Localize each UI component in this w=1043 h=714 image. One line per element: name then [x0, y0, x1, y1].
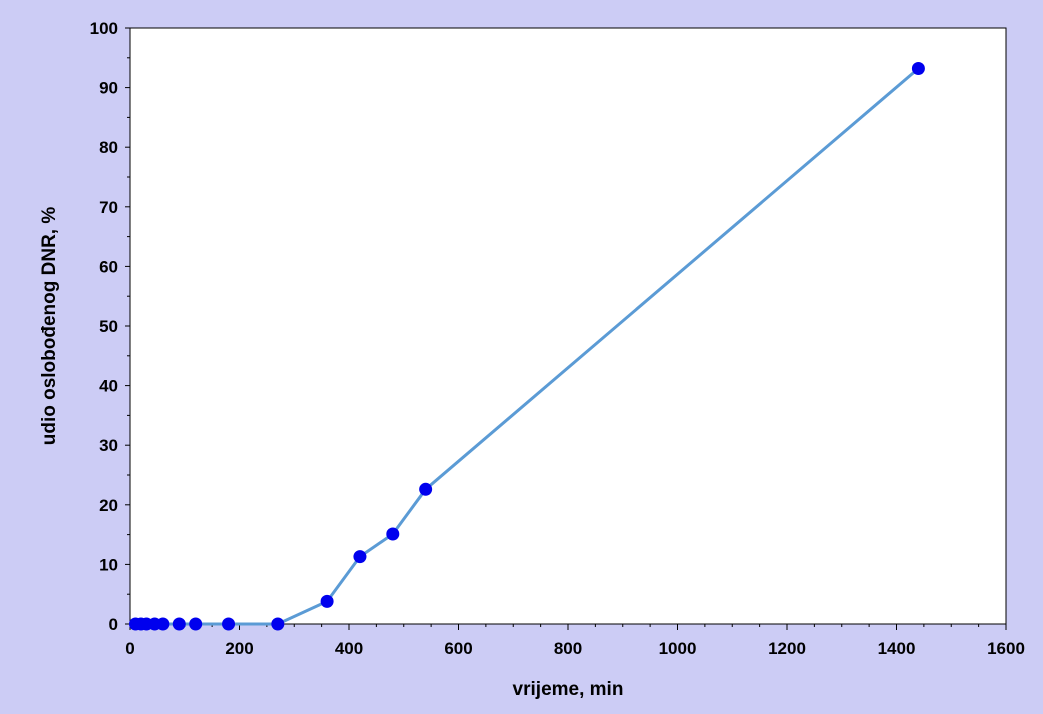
x-axis: 0 200 400 600 800 1000 1200 1400 1600 [125, 624, 1025, 658]
y-tick-label: 50 [99, 317, 118, 336]
x-tick-label: 200 [225, 639, 253, 658]
x-tick-label: 600 [444, 639, 472, 658]
y-axis-label: udio oslobođenog DNR, % [39, 207, 60, 446]
data-point [353, 550, 367, 564]
x-tick-label: 1600 [987, 639, 1025, 658]
data-point [222, 617, 236, 631]
y-tick-label: 60 [99, 257, 118, 276]
y-tick-label: 100 [90, 19, 118, 38]
x-tick-label: 1000 [659, 639, 697, 658]
data-point [189, 617, 203, 631]
x-tick-label: 400 [335, 639, 363, 658]
x-tick-label: 0 [125, 639, 134, 658]
y-tick-label: 70 [99, 198, 118, 217]
y-tick-label: 10 [99, 555, 118, 574]
data-point [419, 482, 433, 496]
x-tick-label: 800 [554, 639, 582, 658]
x-tick-label: 1400 [878, 639, 916, 658]
y-tick-label: 40 [99, 377, 118, 396]
y-tick-label: 80 [99, 138, 118, 157]
data-point [320, 594, 334, 608]
data-point [156, 617, 170, 631]
plot-area [129, 27, 1007, 625]
y-tick-label: 20 [99, 496, 118, 515]
x-axis-label: vrijeme, min [513, 679, 624, 700]
data-point [172, 617, 186, 631]
x-tick-label: 1200 [768, 639, 806, 658]
y-tick-label: 30 [99, 436, 118, 455]
data-point [386, 527, 400, 541]
y-axis: 0 10 20 30 40 50 60 70 80 90 100 [90, 19, 130, 634]
y-tick-label: 90 [99, 79, 118, 98]
series-layer [128, 62, 925, 631]
data-point [271, 617, 285, 631]
data-point [911, 62, 925, 76]
y-tick-label: 0 [109, 615, 118, 634]
